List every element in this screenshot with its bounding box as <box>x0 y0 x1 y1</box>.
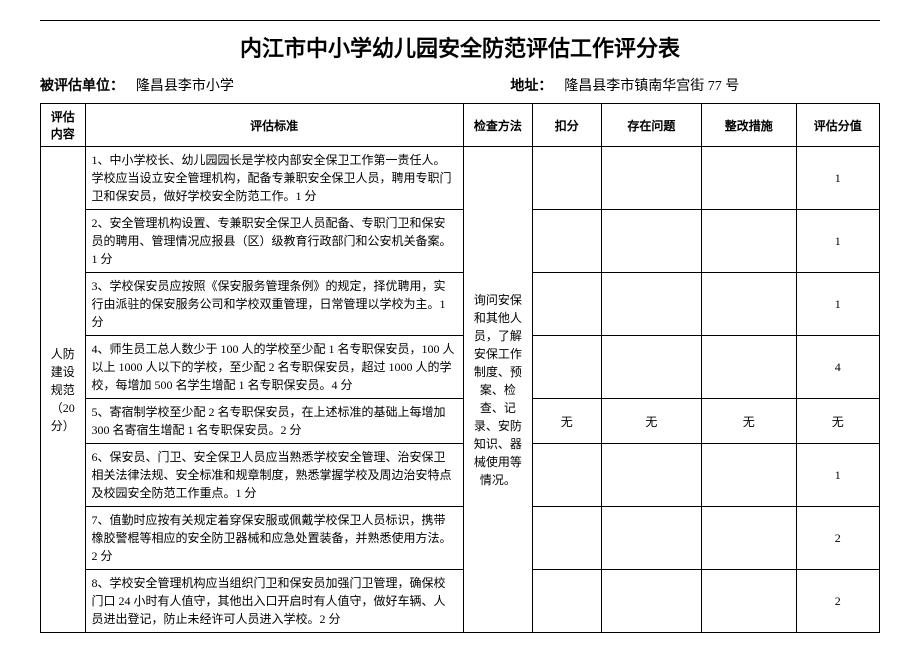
page-title: 内江市中小学幼儿园安全防范评估工作评分表 <box>40 31 880 63</box>
table-header-row: 评估内容 评估标准 检查方法 扣分 存在问题 整改措施 评估分值 <box>41 104 880 147</box>
score-cell: 1 <box>796 147 879 210</box>
problem-cell <box>601 147 701 210</box>
table-row: 2、安全管理机构设置、专兼职安全保卫人员配备、专职门卫和保安员的聘用、管理情况应… <box>41 210 880 273</box>
th-problem: 存在问题 <box>601 104 701 147</box>
meta-unit: 被评估单位： 隆昌县李市小学 <box>40 75 510 95</box>
fix-cell <box>701 210 796 273</box>
standard-cell: 5、寄宿制学校至少配 2 名专职保安员，在上述标准的基础上每增加 300 名寄宿… <box>85 399 463 444</box>
top-rule <box>40 20 880 21</box>
method-cell: 询问安保和其他人员，了解安保工作制度、预案、检查、记录、安防知识、器械使用等情况… <box>463 147 532 633</box>
problem-cell <box>601 507 701 570</box>
fix-cell <box>701 273 796 336</box>
deduct-cell <box>532 507 601 570</box>
table-row: 4、师生员工总人数少于 100 人的学校至少配 1 名专职保安员，100 人以上… <box>41 336 880 399</box>
th-method: 检查方法 <box>463 104 532 147</box>
category-cell: 人防建设规范（20分） <box>41 147 86 633</box>
score-cell: 无 <box>796 399 879 444</box>
meta-addr: 地址： 隆昌县李市镇南华宫街 77 号 <box>510 75 880 95</box>
addr-value: 隆昌县李市镇南华宫街 77 号 <box>564 79 739 94</box>
standard-cell: 6、保安员、门卫、安全保卫人员应当熟悉学校安全管理、治安保卫相关法律法规、安全标… <box>85 444 463 507</box>
unit-label: 被评估单位： <box>40 77 124 93</box>
fix-cell <box>701 507 796 570</box>
score-cell: 2 <box>796 570 879 633</box>
standard-cell: 8、学校安全管理机构应当组织门卫和保安员加强门卫管理，确保校门口 24 小时有人… <box>85 570 463 633</box>
score-cell: 1 <box>796 273 879 336</box>
score-cell: 1 <box>796 210 879 273</box>
th-category: 评估内容 <box>41 104 86 147</box>
standard-cell: 7、值勤时应按有关规定着穿保安服或佩戴学校保卫人员标识，携带橡胶警棍等相应的安全… <box>85 507 463 570</box>
table-row: 5、寄宿制学校至少配 2 名专职保安员，在上述标准的基础上每增加 300 名寄宿… <box>41 399 880 444</box>
problem-cell <box>601 444 701 507</box>
standard-cell: 1、中小学校长、幼儿园园长是学校内部安全保卫工作第一责任人。学校应当设立安全管理… <box>85 147 463 210</box>
fix-cell <box>701 570 796 633</box>
fix-cell: 无 <box>701 399 796 444</box>
unit-value: 隆昌县李市小学 <box>136 79 234 94</box>
deduct-cell <box>532 570 601 633</box>
fix-cell <box>701 444 796 507</box>
standard-cell: 3、学校保安员应按照《保安服务管理条例》的规定，择优聘用，实行由派驻的保安服务公… <box>85 273 463 336</box>
score-cell: 4 <box>796 336 879 399</box>
table-body: 人防建设规范（20分）1、中小学校长、幼儿园园长是学校内部安全保卫工作第一责任人… <box>41 147 880 633</box>
problem-cell <box>601 210 701 273</box>
score-cell: 1 <box>796 444 879 507</box>
deduct-cell: 无 <box>532 399 601 444</box>
standard-cell: 4、师生员工总人数少于 100 人的学校至少配 1 名专职保安员，100 人以上… <box>85 336 463 399</box>
deduct-cell <box>532 336 601 399</box>
table-row: 8、学校安全管理机构应当组织门卫和保安员加强门卫管理，确保校门口 24 小时有人… <box>41 570 880 633</box>
scoring-table: 评估内容 评估标准 检查方法 扣分 存在问题 整改措施 评估分值 人防建设规范（… <box>40 103 880 633</box>
addr-label: 地址： <box>510 77 552 93</box>
deduct-cell <box>532 147 601 210</box>
deduct-cell <box>532 210 601 273</box>
th-score: 评估分值 <box>796 104 879 147</box>
meta-row: 被评估单位： 隆昌县李市小学 地址： 隆昌县李市镇南华宫街 77 号 <box>40 75 880 95</box>
table-row: 7、值勤时应按有关规定着穿保安服或佩戴学校保卫人员标识，携带橡胶警棍等相应的安全… <box>41 507 880 570</box>
standard-cell: 2、安全管理机构设置、专兼职安全保卫人员配备、专职门卫和保安员的聘用、管理情况应… <box>85 210 463 273</box>
fix-cell <box>701 147 796 210</box>
th-standard: 评估标准 <box>85 104 463 147</box>
problem-cell <box>601 336 701 399</box>
fix-cell <box>701 336 796 399</box>
th-fix: 整改措施 <box>701 104 796 147</box>
deduct-cell <box>532 444 601 507</box>
problem-cell <box>601 273 701 336</box>
score-cell: 2 <box>796 507 879 570</box>
problem-cell: 无 <box>601 399 701 444</box>
th-deduct: 扣分 <box>532 104 601 147</box>
table-row: 人防建设规范（20分）1、中小学校长、幼儿园园长是学校内部安全保卫工作第一责任人… <box>41 147 880 210</box>
table-row: 3、学校保安员应按照《保安服务管理条例》的规定，择优聘用，实行由派驻的保安服务公… <box>41 273 880 336</box>
table-row: 6、保安员、门卫、安全保卫人员应当熟悉学校安全管理、治安保卫相关法律法规、安全标… <box>41 444 880 507</box>
deduct-cell <box>532 273 601 336</box>
problem-cell <box>601 570 701 633</box>
